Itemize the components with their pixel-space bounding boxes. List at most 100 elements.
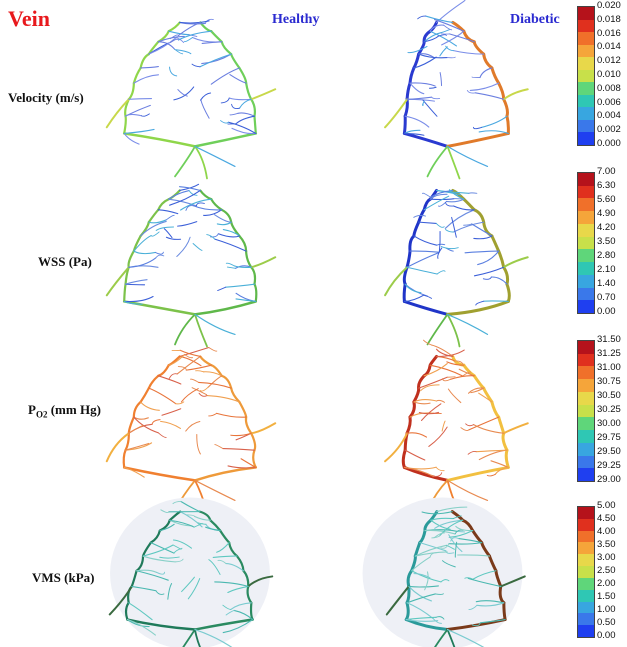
- capillary-branch: [231, 103, 241, 110]
- capillary-branch: [443, 24, 453, 31]
- capillary-branch: [446, 361, 465, 366]
- capillary-branch: [157, 375, 182, 385]
- capillary-branch: [150, 542, 175, 554]
- colorbar-segment: [578, 223, 594, 238]
- capillary-branch: [222, 604, 232, 610]
- outer-vessel: [194, 628, 233, 647]
- vms-row-label: VMS (kPa): [32, 570, 95, 585]
- capillary-branch: [184, 354, 194, 359]
- colorbar-segment: [578, 430, 594, 444]
- capillary-branch: [452, 221, 485, 233]
- capillary-branch: [448, 542, 483, 545]
- colorbar-tick-label: 3.00: [597, 552, 616, 563]
- capillary-branch: [168, 189, 190, 200]
- colorbar-tick-label: 1.40: [597, 278, 616, 289]
- main-vessel: [505, 282, 511, 303]
- capillary-branch: [231, 127, 257, 135]
- capillary-branch: [473, 126, 482, 130]
- main-vessel: [472, 374, 486, 390]
- capillary-branch: [462, 371, 472, 377]
- colorbar-segment: [578, 417, 594, 431]
- healthy-wss-vessel-map: [105, 183, 277, 348]
- capillary-branch: [160, 509, 170, 513]
- main-vessel: [402, 131, 449, 148]
- diabetic-wss-vessel-map: [384, 188, 529, 348]
- capillary-branch: [199, 53, 232, 68]
- capillary-branch: [192, 243, 203, 251]
- capillary-branch: [418, 411, 440, 415]
- outer-vessel: [105, 98, 130, 129]
- capillary-branch: [191, 63, 201, 68]
- capillary-branch: [180, 500, 201, 513]
- colorbar-segment: [578, 455, 594, 469]
- retina-disc: [362, 497, 523, 647]
- capillary-branch: [181, 576, 195, 593]
- colorbar-tick-label: 0.00: [597, 630, 616, 641]
- capillary-branch: [179, 349, 201, 358]
- capillary-branch: [446, 56, 456, 59]
- capillary-branch: [175, 401, 185, 405]
- main-vessel: [490, 234, 501, 253]
- outer-vessel: [182, 628, 196, 647]
- colorbar-segment: [578, 625, 594, 638]
- colorbar-segment: [578, 262, 594, 276]
- capillary-branch: [235, 298, 257, 302]
- main-vessel: [193, 132, 258, 148]
- capillary-branch: [165, 214, 175, 221]
- capillary-branch: [148, 387, 177, 405]
- colorbar-tick-label: 0.004: [597, 110, 621, 122]
- outer-vessel: [194, 313, 236, 336]
- outer-vessel: [108, 585, 133, 616]
- main-vessel: [242, 569, 250, 588]
- colorbar-segment: [578, 287, 594, 301]
- capillary-branch: [225, 563, 244, 572]
- capillary-branch: [445, 202, 455, 207]
- capillary-branch: [225, 262, 235, 267]
- capillary-branch: [229, 74, 247, 84]
- main-vessel: [402, 465, 449, 482]
- capillary-branch: [438, 200, 447, 207]
- main-vessel: [139, 387, 150, 404]
- capillary-branch: [142, 544, 174, 557]
- capillary-branch: [455, 525, 474, 532]
- colorbar-segment: [578, 589, 594, 603]
- outer-vessel: [105, 266, 130, 297]
- capillary-branch: [429, 24, 445, 32]
- colorbar-tick-label: 6.30: [597, 180, 616, 191]
- capillary-branch: [482, 276, 492, 280]
- main-vessel: [412, 386, 421, 404]
- capillary-branch: [423, 195, 450, 211]
- outer-vessel: [250, 256, 277, 269]
- capillary-branch: [156, 571, 165, 575]
- main-vessel: [122, 449, 127, 469]
- capillary-branch: [191, 387, 208, 396]
- capillary-branch: [230, 432, 252, 437]
- outer-vessel: [250, 422, 277, 435]
- capillary-branch: [440, 29, 450, 34]
- outer-vessel: [194, 628, 201, 647]
- capillary-branch: [203, 209, 223, 216]
- colorbar-segment: [578, 94, 594, 108]
- main-vessel: [501, 431, 509, 452]
- capillary-branch: [422, 99, 438, 117]
- capillary-branch: [124, 279, 148, 285]
- colorbar-tick-label: 29.00: [597, 474, 621, 485]
- capillary-branch: [408, 585, 439, 588]
- main-vessel: [412, 220, 421, 238]
- colorbar-segment: [578, 530, 594, 543]
- colorbar-tick-label: 31.25: [597, 348, 621, 359]
- colorbar-tick-label: 4.90: [597, 208, 616, 219]
- capillary-branch: [165, 236, 182, 240]
- capillary-branch: [155, 226, 175, 231]
- capillary-branch: [200, 99, 210, 119]
- capillary-branch: [217, 559, 227, 565]
- colorbar-segment: [578, 185, 594, 199]
- colorbar-tick-label: 0.006: [597, 96, 621, 108]
- main-vessel: [210, 364, 223, 377]
- colorbar-segment: [578, 274, 594, 289]
- capillary-branch: [177, 221, 198, 227]
- capillary-branch: [407, 45, 428, 54]
- colorbar-segment: [578, 353, 594, 367]
- capillary-branch: [424, 529, 456, 535]
- colorbar-segment: [578, 404, 594, 418]
